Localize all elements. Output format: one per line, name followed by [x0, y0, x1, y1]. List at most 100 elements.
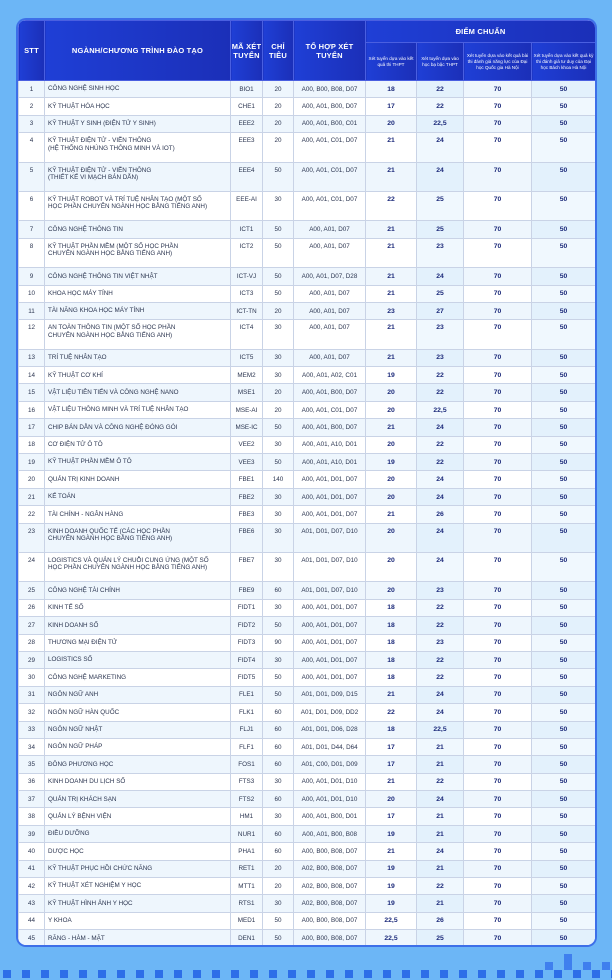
decor-square	[535, 970, 543, 978]
program-name-cell: KỸ THUẬT ROBOT VÀ TRÍ TUỆ NHÂN TẠO (MỘT …	[44, 190, 231, 222]
score-tsa-cell: 50	[530, 790, 595, 809]
score-tsa-cell: 50	[530, 685, 595, 705]
combos-cell: A00, A01, B00, D07	[293, 418, 366, 437]
program-name-line2: CHUYÊN NGÀNH HỌC BẰNG TIẾNG ANH)	[48, 250, 173, 258]
header-stt: STT	[18, 20, 45, 81]
decor-square	[22, 970, 30, 978]
combos-cell: A00, A01, D01, D07	[293, 487, 366, 507]
score-hsa-cell: 70	[463, 842, 532, 861]
program-name-cell: KỸ THUẬT PHỤC HỒI CHỨC NĂNG	[44, 859, 231, 879]
score-thpt-cell: 21	[365, 132, 417, 163]
program-name-cell: CÔNG NGHỆ TÀI CHÍNH	[44, 581, 231, 600]
program-name-cell: NGÔN NGỮ ANH	[44, 685, 231, 705]
code-cell: FOS1	[230, 755, 263, 774]
program-name-cell: NGÔN NGỮ HÀN QUỐC	[44, 703, 231, 722]
stt-cell: 9	[18, 267, 45, 286]
score-thpt-cell: 19	[365, 894, 417, 913]
header-combos: TỔ HỢP XÉT TUYỂN	[293, 20, 366, 81]
program-name-cell: RĂNG - HÀM - MẶT	[44, 929, 231, 945]
program-name-line2: CHUYÊN NGÀNH HỌC BẰNG TIẾNG ANH)	[48, 535, 173, 543]
score-thpt-cell: 17	[365, 807, 417, 826]
decor-square	[174, 970, 182, 978]
stt-cell: 45	[18, 929, 45, 945]
quota-cell: 20	[262, 79, 294, 99]
score-hsa-cell: 70	[463, 453, 532, 472]
combos-cell: A00, A01, D01, D10	[293, 790, 366, 809]
score-transcript-cell: 24	[416, 522, 464, 553]
score-transcript-cell: 22,5	[416, 400, 464, 420]
code-cell: NUR1	[230, 824, 263, 844]
stt-cell: 37	[18, 790, 45, 809]
decor-square	[345, 970, 353, 978]
score-thpt-cell: 19	[365, 877, 417, 896]
program-name-cell: KỸ THUẬT HÓA HỌC	[44, 97, 231, 116]
stt-cell: 12	[18, 319, 45, 350]
table-row: 21 KẾ TOÁN FBE2 30 A00, A01, D01, D07 20 24 70 5…	[18, 487, 595, 507]
code-cell: HM1	[230, 807, 263, 826]
combos-cell: A00, A01, A02, C01	[293, 366, 366, 385]
table-row: 45 RĂNG - HÀM - MẶT DEN1 50 A00, B00, B08, D…	[18, 929, 595, 945]
quota-cell: 60	[262, 824, 294, 844]
program-name: CÔNG NGHỆ THÔNG TIN	[48, 225, 123, 233]
decor-square	[307, 970, 315, 978]
score-transcript-cell: 23	[416, 319, 464, 350]
header-score-hsa: Xét tuyển dựa vào kết quả bài thi đánh g…	[463, 42, 532, 81]
score-tsa-cell: 50	[530, 220, 595, 239]
score-hsa-cell: 70	[463, 400, 532, 420]
program-name: AN TOÀN THÔNG TIN (MỘT SỐ HỌC PHẦN	[48, 324, 176, 332]
stt-cell: 36	[18, 772, 45, 792]
score-tsa-cell: 50	[530, 114, 595, 134]
stt-cell: 25	[18, 581, 45, 600]
combos-cell: A00, A01, D01, D07	[293, 668, 366, 687]
quota-cell: 20	[262, 400, 294, 420]
score-hsa-cell: 70	[463, 720, 532, 739]
score-tsa-cell: 50	[530, 470, 595, 489]
combos-cell: A00, A01, C01, D07	[293, 400, 366, 420]
decor-square	[421, 970, 429, 978]
score-hsa-cell: 70	[463, 755, 532, 774]
program-name: KẾ TOÁN	[48, 493, 76, 501]
score-tsa-cell: 50	[530, 79, 595, 99]
score-hsa-cell: 70	[463, 470, 532, 489]
combos-cell: A00, A01, B00, D07	[293, 97, 366, 116]
score-transcript-cell: 24	[416, 703, 464, 722]
score-tsa-cell: 50	[530, 859, 595, 879]
stt-cell: 28	[18, 633, 45, 652]
combos-cell: A02, B00, B08, D07	[293, 859, 366, 879]
score-transcript-cell: 22	[416, 366, 464, 385]
program-name: NGÔN NGỮ PHÁP	[48, 743, 103, 751]
quota-cell: 50	[262, 668, 294, 687]
program-name-cell: LOGISTICS VÀ QUẢN LÝ CHUỖI CUNG ỨNG (MỘT…	[44, 551, 231, 583]
program-name: KỸ THUẬT CƠ KHÍ	[48, 371, 103, 379]
program-name-cell: KỸ THUẬT CƠ KHÍ	[44, 366, 231, 385]
quota-cell: 30	[262, 505, 294, 524]
code-cell: DEN1	[230, 929, 263, 945]
score-thpt-cell: 19	[365, 453, 417, 472]
table-row: 6 KỸ THUẬT ROBOT VÀ TRÍ TUỆ NHÂN TẠO (MỘT…	[18, 190, 595, 222]
table-row: 13 TRÍ TUỆ NHÂN TẠO ICT5 30 A00, A01, D07 21 2…	[18, 348, 595, 368]
score-hsa-cell: 70	[463, 633, 532, 652]
decor-square	[554, 970, 562, 978]
score-transcript-cell: 22,5	[416, 720, 464, 739]
decor-square	[79, 970, 87, 978]
decor-square	[564, 954, 572, 962]
code-cell: VEE3	[230, 453, 263, 472]
program-name-cell: KỸ THUẬT PHẦN MỀM Ô TÔ	[44, 453, 231, 472]
decor-square	[269, 970, 277, 978]
score-tsa-cell: 50	[530, 616, 595, 635]
program-name-cell: KINH DOANH SỐ	[44, 616, 231, 635]
code-cell: EEE2	[230, 114, 263, 134]
quota-cell: 50	[262, 418, 294, 437]
score-hsa-cell: 70	[463, 581, 532, 600]
combos-cell: A00, A01, C01, D07	[293, 190, 366, 222]
score-thpt-cell: 21	[365, 418, 417, 437]
quota-cell: 30	[262, 650, 294, 670]
score-hsa-cell: 70	[463, 650, 532, 670]
stt-cell: 26	[18, 598, 45, 618]
code-cell: FBE7	[230, 551, 263, 583]
table-row: 41 KỸ THUẬT PHỤC HỒI CHỨC NĂNG RET1 20 A02, …	[18, 859, 595, 879]
score-thpt-cell: 22,5	[365, 911, 417, 931]
combos-cell: A00, A01, D01, D07	[293, 470, 366, 489]
score-transcript-cell: 21	[416, 859, 464, 879]
score-transcript-cell: 24	[416, 790, 464, 809]
